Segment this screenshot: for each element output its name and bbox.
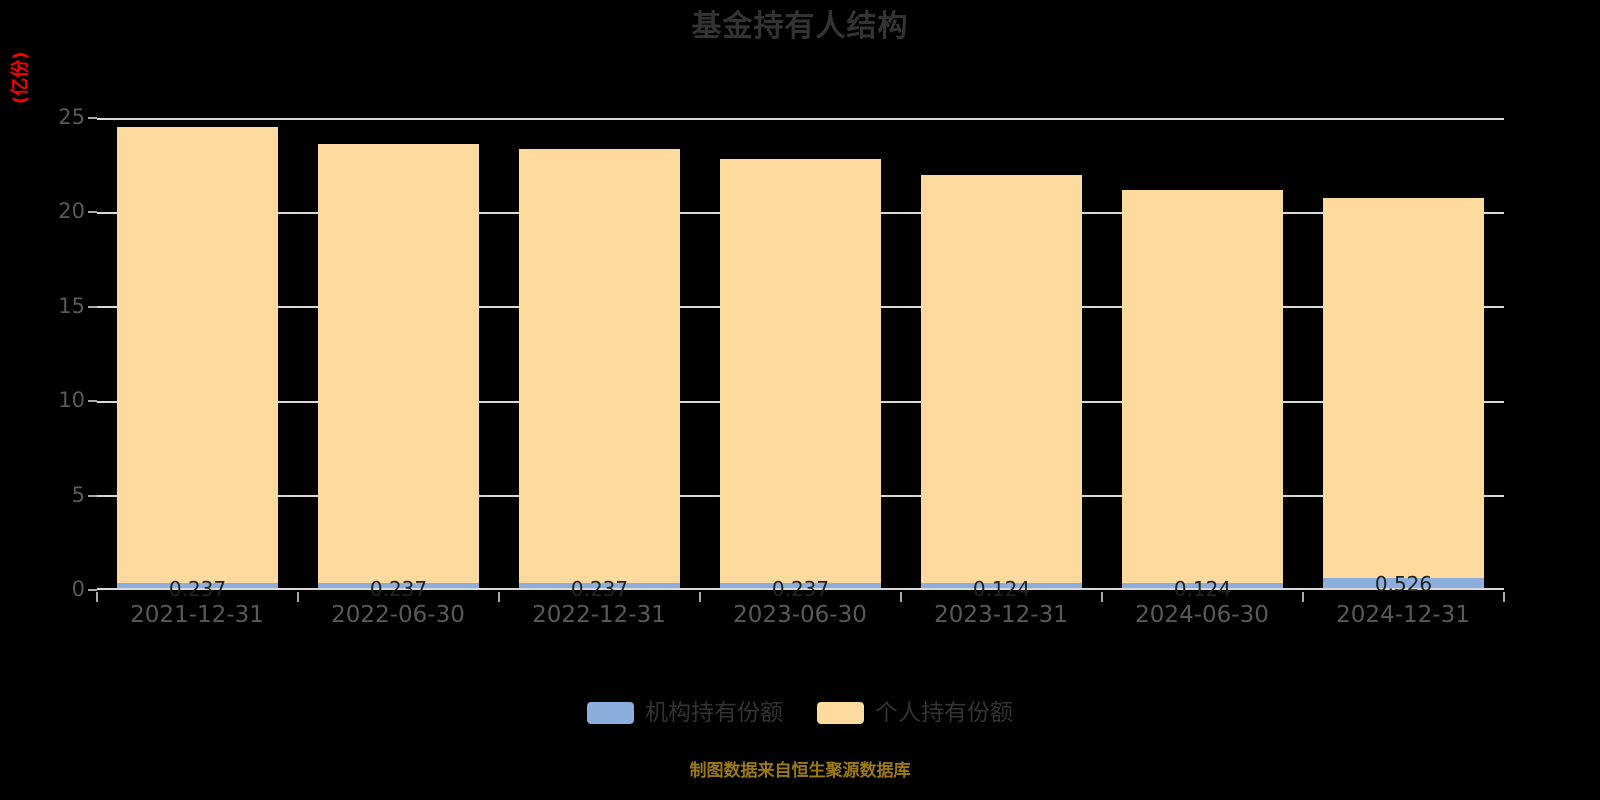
bar-segment-individual[interactable] xyxy=(519,148,680,583)
bar-value-label: 0.526 xyxy=(1374,572,1433,597)
legend-item-individual[interactable]: 个人持有份额 xyxy=(817,700,1013,726)
bar-value-label: 0.237 xyxy=(771,577,830,601)
bar-segment-individual[interactable] xyxy=(921,174,1082,583)
x-tick-mark xyxy=(498,592,500,602)
chart-title: 基金持有人结构 xyxy=(691,9,909,44)
bar-value-label: 0.124 xyxy=(1173,577,1232,601)
y-tick-label-20: 20 xyxy=(58,199,85,223)
footer-source-note: 制图数据来自恒生聚源数据库 xyxy=(689,761,911,781)
x-tick-label-5: 2024-06-30 xyxy=(1135,602,1269,628)
bar-segment-individual[interactable] xyxy=(720,159,881,583)
x-tick-mark xyxy=(699,592,701,602)
bar-value-label: 0.237 xyxy=(570,577,629,601)
bar-value-label: 0.237 xyxy=(369,577,428,601)
x-tick-label-2: 2022-12-31 xyxy=(532,602,666,628)
legend-swatch-institution-icon xyxy=(587,702,634,724)
bar-group[interactable]: 0.237 xyxy=(318,144,479,599)
bar-segment-individual[interactable] xyxy=(1323,198,1484,579)
legend-swatch-individual-icon xyxy=(817,702,864,724)
plot-area: 0.237 0.237 0.237 0.237 0.124 0.124 0.52… xyxy=(97,118,1504,599)
y-tick-mark-10 xyxy=(88,400,97,402)
y-tick-label-15: 15 xyxy=(58,294,85,318)
x-tick-label-1: 2022-06-30 xyxy=(331,602,465,628)
bar-value-label: 0.124 xyxy=(972,577,1031,601)
legend-item-institution[interactable]: 机构持有份额 xyxy=(587,700,783,726)
y-tick-mark-25 xyxy=(88,117,97,119)
bar-group[interactable]: 0.237 xyxy=(117,126,278,599)
y-tick-label-0: 0 xyxy=(71,577,85,601)
y-tick-mark-15 xyxy=(88,306,97,308)
x-tick-label-0: 2021-12-31 xyxy=(130,602,264,628)
chart-legend: 机构持有份额 个人持有份额 xyxy=(0,700,1600,726)
bar-group[interactable]: 0.124 xyxy=(921,174,1082,599)
bar-segment-institution[interactable] xyxy=(921,583,1082,588)
x-tick-mark xyxy=(96,592,98,602)
bar-group[interactable]: 0.526 xyxy=(1323,198,1484,594)
bar-segment-institution[interactable] xyxy=(519,583,680,588)
y-tick-label-10: 10 xyxy=(58,388,85,412)
gridline-25 xyxy=(97,118,1504,120)
bar-segment-individual[interactable] xyxy=(1122,190,1283,583)
x-tick-label-4: 2023-12-31 xyxy=(934,602,1068,628)
x-tick-mark xyxy=(1101,592,1103,602)
x-tick-label-6: 2024-12-31 xyxy=(1336,602,1470,628)
y-tick-mark-20 xyxy=(88,211,97,213)
x-tick-mark xyxy=(900,592,902,602)
x-axis-line xyxy=(97,588,1504,590)
y-tick-label-5: 5 xyxy=(71,483,85,507)
bar-segment-institution[interactable] xyxy=(1323,578,1484,588)
x-tick-label-3: 2023-06-30 xyxy=(733,602,867,628)
bar-group[interactable]: 0.124 xyxy=(1122,190,1283,599)
legend-label-institution: 机构持有份额 xyxy=(645,700,783,726)
bar-segment-institution[interactable] xyxy=(720,583,881,588)
y-tick-mark-0 xyxy=(88,589,97,591)
bar-group[interactable]: 0.237 xyxy=(519,148,680,599)
bar-segment-individual[interactable] xyxy=(318,144,479,583)
bar-group[interactable]: 0.237 xyxy=(720,159,881,599)
bar-segment-institution[interactable] xyxy=(1122,583,1283,588)
legend-label-individual: 个人持有份额 xyxy=(875,700,1013,726)
x-tick-mark xyxy=(1503,592,1505,602)
y-axis-title: (亿份) xyxy=(10,51,31,104)
bar-value-label: 0.237 xyxy=(168,577,227,601)
bar-segment-institution[interactable] xyxy=(318,583,479,588)
y-tick-mark-5 xyxy=(88,495,97,497)
x-tick-mark xyxy=(297,592,299,602)
y-tick-label-25: 25 xyxy=(58,105,85,129)
x-tick-mark xyxy=(1302,592,1304,602)
bar-segment-institution[interactable] xyxy=(117,583,278,588)
bar-segment-individual[interactable] xyxy=(117,126,278,583)
